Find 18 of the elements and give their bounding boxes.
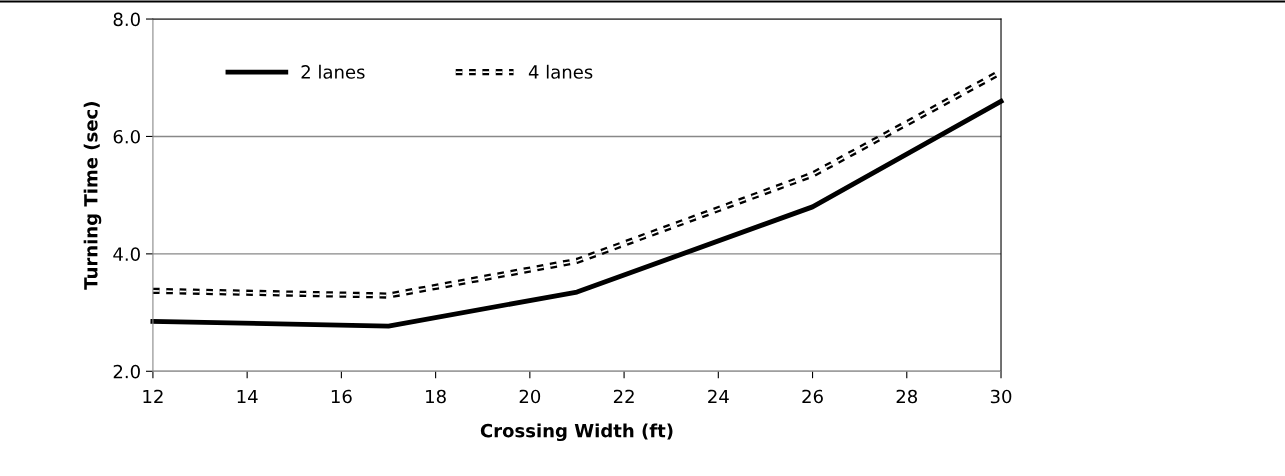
y-tick-label: 8.0 (113, 12, 140, 27)
x-tick-label: 22 (613, 389, 634, 404)
y-tick-label: 2.0 (113, 364, 140, 379)
x-tick-label: 14 (237, 389, 258, 404)
legend-label: 4 lanes (528, 64, 593, 79)
x-axis-title: Crossing Width (ft) (480, 423, 673, 442)
x-tick-label: 20 (519, 389, 541, 404)
y-tick-label: 6.0 (113, 129, 140, 144)
x-tick-label: 16 (331, 389, 352, 404)
x-tick-label: 12 (143, 389, 163, 404)
y-tick-label: 4.0 (113, 247, 140, 261)
legend-label: 2 lanes (301, 64, 365, 79)
x-tick-label: 24 (708, 389, 729, 404)
x-tick-label: 26 (802, 389, 823, 404)
x-tick-label: 28 (896, 389, 918, 404)
y-axis-title: Turning Time (sec) (83, 102, 102, 290)
x-tick-label: 18 (426, 389, 446, 404)
x-tick-label: 30 (990, 389, 1012, 404)
